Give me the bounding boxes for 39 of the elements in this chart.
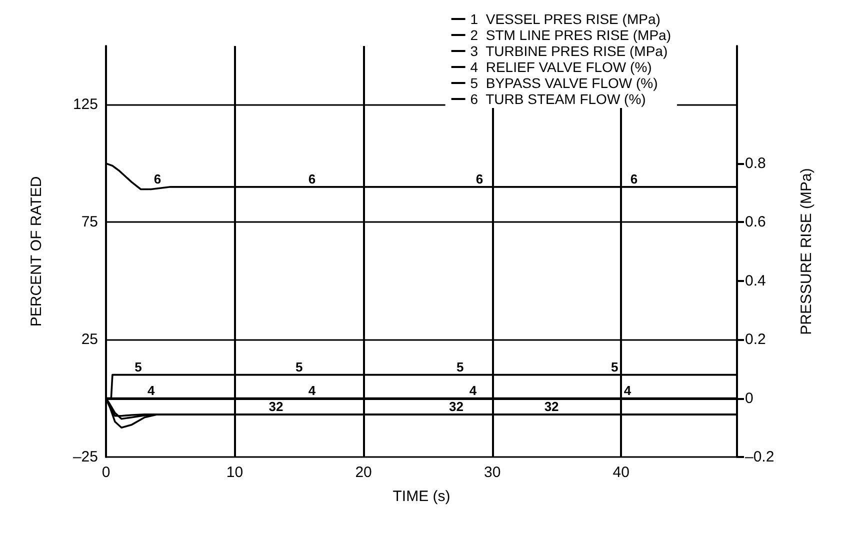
annotation: 6 — [476, 171, 484, 186]
annotation: 5 — [296, 359, 303, 374]
x-tick-label: 40 — [612, 464, 630, 481]
y-tick-label: –25 — [72, 448, 98, 466]
annotation: 4 — [147, 382, 156, 398]
annotation: 4 — [624, 382, 632, 398]
legend-label: 5 BYPASS VALVE FLOW (%) — [470, 75, 658, 91]
annotation: 32 — [449, 398, 464, 414]
annotation: 5 — [456, 359, 464, 374]
annotation: 6 — [154, 171, 162, 186]
legend-label: 6 TURB STEAM FLOW (%) — [470, 91, 646, 107]
y2-axis-title: PRESSURE RISE (MPa) — [798, 168, 815, 335]
x-tick-label: 10 — [226, 464, 244, 481]
y2-tick-label: 0.8 — [745, 154, 766, 172]
y-tick-label: 25 — [81, 331, 98, 348]
y2-tick-label: 0.4 — [745, 272, 766, 290]
annotation: 4 — [469, 382, 478, 398]
y2-tick-label: 0.2 — [745, 331, 766, 348]
legend-label: 2 STM LINE PRES RISE (MPa) — [470, 27, 672, 43]
legend-label: 3 TURBINE PRES RISE (MPa) — [470, 43, 668, 59]
legend-label: 1 VESSEL PRES RISE (MPa) — [470, 11, 660, 27]
y-tick-label: 75 — [81, 214, 98, 231]
annotation: 32 — [544, 398, 559, 414]
y-tick-label: 125 — [72, 96, 98, 114]
y-axis-title: PERCENT OF RATED — [28, 176, 45, 327]
y2-tick-label: –0.2 — [745, 448, 774, 466]
annotation: 5 — [611, 359, 618, 374]
x-axis-title: TIME (s) — [392, 488, 450, 505]
x-tick-label: 20 — [355, 464, 372, 481]
annotation: 4 — [308, 382, 316, 398]
annotation: 32 — [268, 398, 284, 414]
annotation: 5 — [134, 359, 142, 374]
x-tick-label: 30 — [484, 464, 501, 481]
y2-tick-label: 0.6 — [745, 214, 766, 231]
annotation: 6 — [308, 171, 316, 186]
x-tick-label: 0 — [102, 464, 110, 481]
y2-tick-label: 0 — [745, 390, 754, 407]
legend-label: 4 RELIEF VALVE FLOW (%) — [470, 59, 652, 75]
annotation: 6 — [630, 171, 638, 186]
